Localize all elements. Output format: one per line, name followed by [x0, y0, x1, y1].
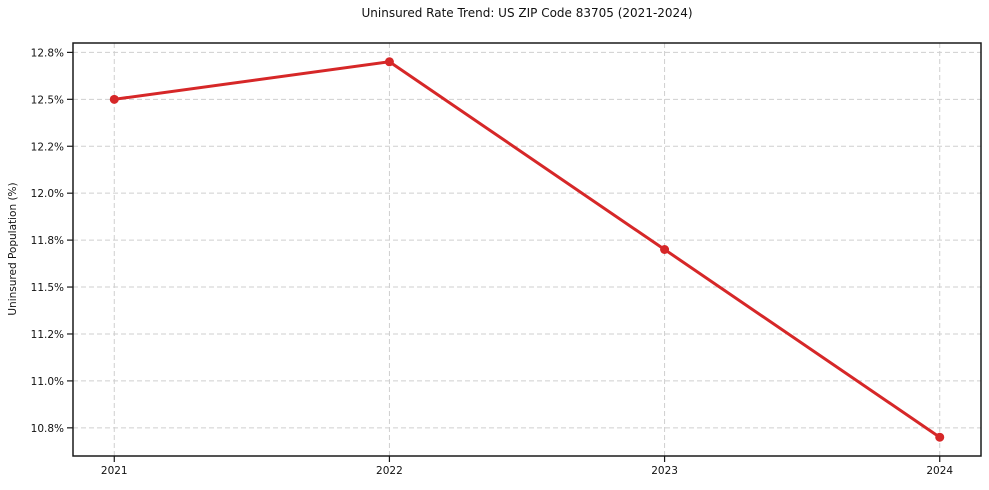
data-point	[660, 245, 670, 254]
y-tick-label: 12.2%	[31, 141, 64, 153]
y-tick-label: 12.5%	[31, 94, 64, 106]
y-tick-label: 11.2%	[31, 329, 64, 341]
data-point	[384, 57, 394, 67]
y-tick-label: 11.5%	[31, 282, 64, 294]
data-point	[109, 94, 119, 104]
data-point	[935, 432, 945, 442]
y-tick-label: 12.0%	[31, 188, 64, 200]
x-tick-label: 2022	[376, 465, 403, 477]
trend-line	[112, 60, 942, 439]
x-tick-label: 2023	[651, 465, 678, 477]
chart-title: Uninsured Rate Trend: US ZIP Code 83705 …	[361, 6, 693, 20]
plot-border	[72, 42, 982, 457]
y-axis-label: Uninsured Population (%)	[7, 182, 19, 316]
x-tick-label: 2021	[101, 465, 128, 477]
y-tick-label: 11.8%	[31, 235, 64, 247]
y-tick-label: 12.8%	[31, 47, 64, 59]
x-tick-label: 2024	[926, 465, 953, 477]
y-tick-label: 11.0%	[31, 376, 64, 388]
y-tick-label: 10.8%	[31, 423, 64, 435]
